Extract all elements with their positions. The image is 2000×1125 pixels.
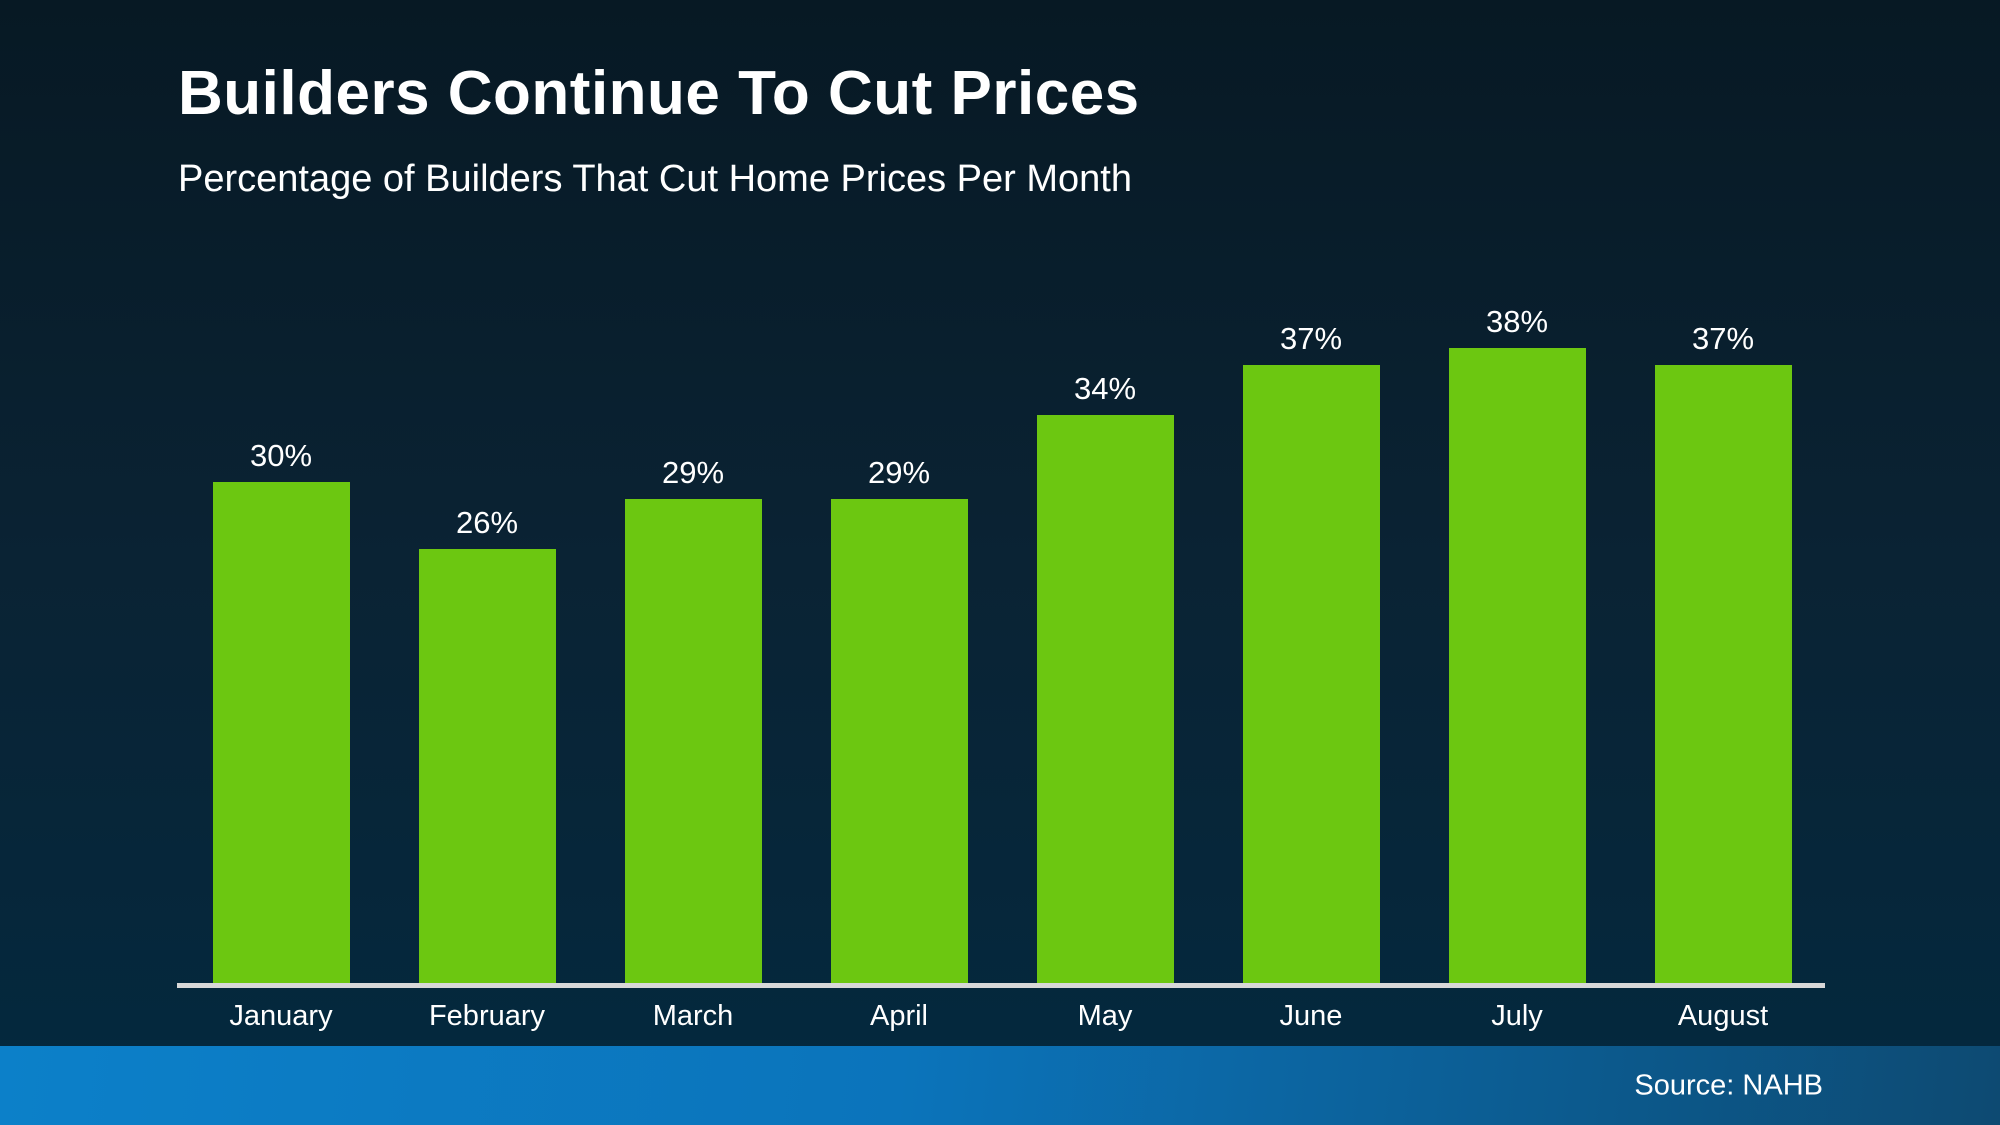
chart-subtitle: Percentage of Builders That Cut Home Pri…: [178, 158, 1132, 200]
bar-column-june: 37%: [1208, 320, 1414, 983]
bar-column-may: 34%: [1002, 370, 1208, 983]
month-label-march: March: [652, 1000, 734, 1032]
bar-june: [1242, 365, 1380, 983]
bar-value-label-july: 38%: [1485, 303, 1549, 339]
bar-april: [830, 499, 968, 983]
x-axis-labels: January February March April May June July Augu…: [178, 1000, 1826, 1033]
bar-value-label-august: 37%: [1691, 320, 1755, 356]
bar-february: [418, 549, 556, 983]
bar-column-january: 30%: [178, 437, 384, 983]
bar-value-label-may: 34%: [1073, 370, 1137, 406]
bar-value-label-march: 29%: [661, 454, 725, 490]
bar-column-february: 26%: [384, 504, 590, 983]
month-label-june: June: [1279, 1000, 1343, 1032]
bar-column-august: 37%: [1620, 320, 1826, 983]
bar-may: [1036, 415, 1174, 983]
bar-value-label-april: 29%: [867, 454, 931, 490]
bar-value-label-february: 26%: [455, 504, 519, 540]
bar-january: [212, 482, 350, 983]
bar-chart: 30% 26% 29% 29% 34% 37% 38% 37%: [178, 0, 1826, 983]
footer-bar: Source: NAHB: [0, 1046, 2000, 1125]
x-axis-line: [177, 983, 1825, 988]
bar-march: [624, 499, 762, 983]
bars-row: 30% 26% 29% 29% 34% 37% 38% 37%: [178, 0, 1826, 983]
month-label-july: July: [1491, 1000, 1543, 1032]
bar-august: [1654, 365, 1792, 983]
month-label-may: May: [1077, 1000, 1133, 1032]
bar-column-april: 29%: [796, 454, 1002, 983]
bar-value-label-january: 30%: [249, 437, 313, 473]
month-label-january: January: [229, 1000, 333, 1032]
bar-column-july: 38%: [1414, 303, 1620, 983]
bar-value-label-june: 37%: [1279, 320, 1343, 356]
bar-column-march: 29%: [590, 454, 796, 983]
source-label: Source: NAHB: [1634, 1069, 1823, 1101]
month-label-april: April: [869, 1000, 928, 1032]
bar-july: [1448, 348, 1586, 983]
month-label-february: February: [428, 1000, 546, 1032]
chart-title: Builders Continue To Cut Prices: [178, 59, 1140, 128]
month-label-august: August: [1677, 1000, 1769, 1032]
